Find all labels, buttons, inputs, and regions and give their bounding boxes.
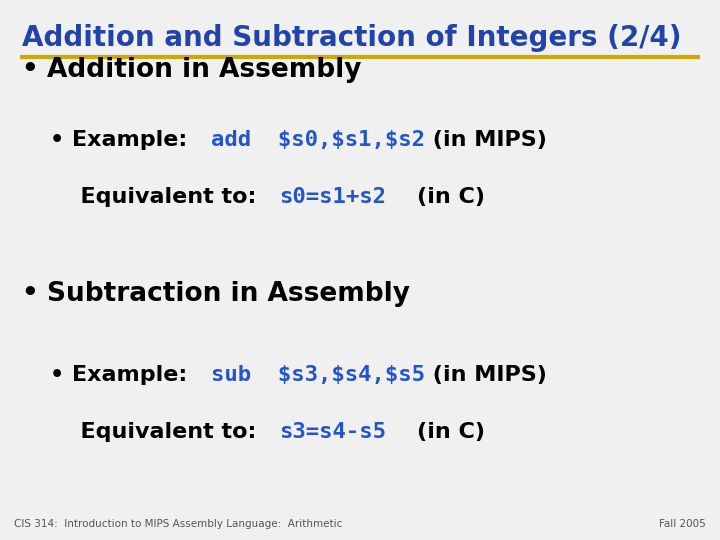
Text: (in MIPS): (in MIPS)	[425, 130, 546, 151]
Text: (in C): (in C)	[387, 187, 485, 207]
Text: Addition and Subtraction of Integers (2/4): Addition and Subtraction of Integers (2/…	[22, 24, 681, 52]
Text: •: •	[22, 281, 38, 307]
Text: sub  $s3,$s4,$s5: sub $s3,$s4,$s5	[211, 365, 425, 386]
Text: Subtraction in Assembly: Subtraction in Assembly	[47, 281, 410, 307]
Text: •: •	[22, 57, 38, 83]
Text: s0=s1+s2: s0=s1+s2	[279, 187, 387, 207]
Text: Addition in Assembly: Addition in Assembly	[47, 57, 361, 83]
Text: s3=s4-s5: s3=s4-s5	[279, 422, 387, 442]
Text: CIS 314:  Introduction to MIPS Assembly Language:  Arithmetic: CIS 314: Introduction to MIPS Assembly L…	[14, 519, 343, 529]
Text: Fall 2005: Fall 2005	[659, 519, 706, 529]
Text: Equivalent to:: Equivalent to:	[65, 187, 279, 207]
Text: (in C): (in C)	[387, 422, 485, 442]
Text: (in MIPS): (in MIPS)	[425, 365, 546, 386]
Text: add  $s0,$s1,$s2: add $s0,$s1,$s2	[211, 130, 425, 151]
Text: Equivalent to:: Equivalent to:	[65, 422, 279, 442]
Text: • Example:: • Example:	[50, 365, 211, 386]
Text: • Example:: • Example:	[50, 130, 211, 151]
